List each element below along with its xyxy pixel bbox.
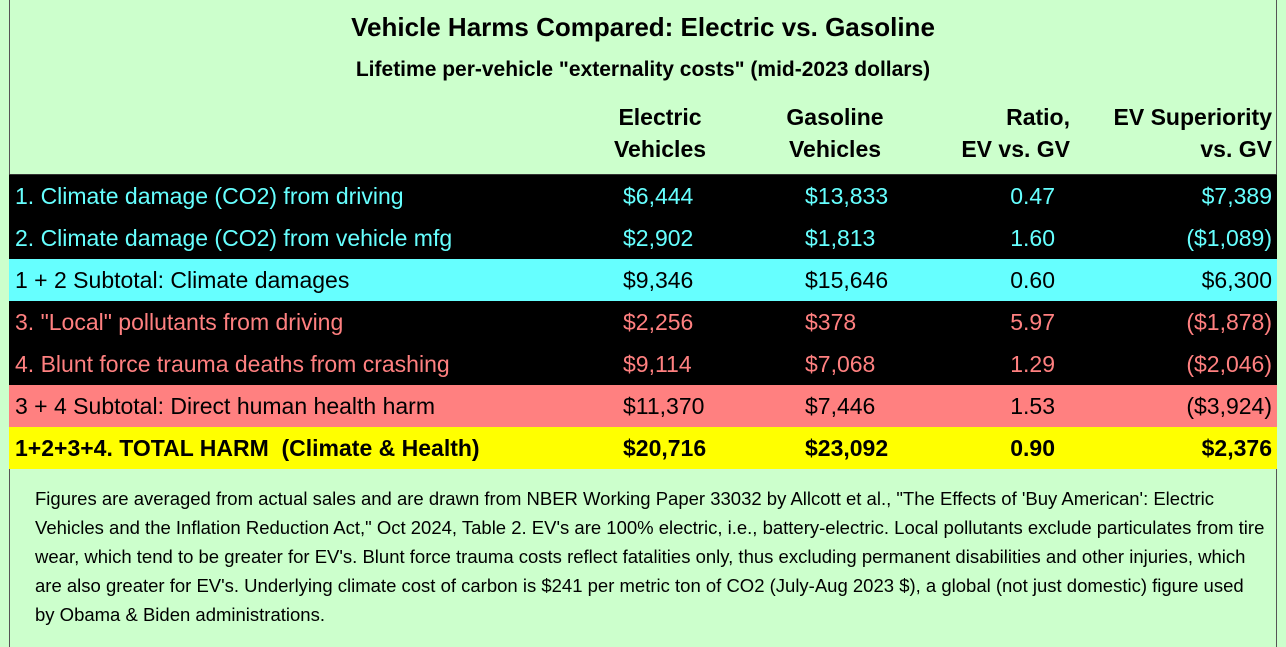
cell-ev: $2,256 (623, 309, 694, 335)
page-subtitle: Lifetime per-vehicle "externality costs"… (355, 58, 931, 81)
row-label: 2. Climate damage (CO2) from vehicle mfg (15, 225, 453, 251)
column-header-ev-line1: Electric (618, 104, 702, 130)
column-header-superiority: EV Superiority vs. GV (1060, 101, 1272, 165)
cell-gv: $1,813 (805, 225, 876, 251)
column-header-ratio: Ratio, EV vs. GV (900, 101, 1070, 165)
column-header-gv-line2: Vehicles (788, 136, 882, 162)
cell-superiority: $7,389 (1201, 183, 1272, 209)
column-header-ev-line2: Vehicles (613, 136, 707, 162)
cell-superiority: $2,376 (1201, 435, 1272, 461)
cell-ratio: 1.29 (1010, 351, 1055, 377)
row-label: 1+2+3+4. TOTAL HARM (Climate & Health) (15, 435, 480, 461)
table-row-local-pollutants: 3. "Local" pollutants from driving $2,25… (9, 301, 1277, 343)
cell-superiority: ($3,924) (1186, 393, 1272, 419)
cell-gv: $7,446 (805, 393, 876, 419)
cell-ev: $6,444 (623, 183, 694, 209)
row-label: 3. "Local" pollutants from driving (15, 309, 344, 335)
row-label: 4. Blunt force trauma deaths from crashi… (15, 351, 450, 377)
column-header-ratio-line2: EV vs. GV (961, 136, 1070, 162)
cell-superiority: ($2,046) (1186, 351, 1272, 377)
cell-ratio: 5.97 (1010, 309, 1055, 335)
cell-ratio: 0.90 (1010, 435, 1055, 461)
cell-gv: $13,833 (805, 183, 889, 209)
column-header-superiority-line2: vs. GV (1200, 136, 1272, 162)
footnote: Figures are averaged from actual sales a… (35, 488, 1265, 625)
row-label: 1 + 2 Subtotal: Climate damages (15, 267, 350, 293)
cell-gv: $378 (805, 309, 857, 335)
row-label: 1. Climate damage (CO2) from driving (15, 183, 404, 209)
cell-gv: $7,068 (805, 351, 876, 377)
table-row-climate-mfg: 2. Climate damage (CO2) from vehicle mfg… (9, 217, 1277, 259)
cell-superiority: ($1,878) (1186, 309, 1272, 335)
column-header-ev: Electric Vehicles (590, 101, 730, 165)
cell-ev: $9,114 (623, 351, 692, 377)
column-header-ratio-line1: Ratio, (1006, 104, 1070, 130)
cell-ev: $2,902 (623, 225, 694, 251)
table-row-crash-deaths: 4. Blunt force trauma deaths from crashi… (9, 343, 1277, 385)
cell-ev: $11,370 (623, 393, 705, 419)
table-row-health-subtotal: 3 + 4 Subtotal: Direct human health harm… (9, 385, 1277, 427)
cell-gv: $15,646 (805, 267, 889, 293)
cell-ratio: 0.47 (1010, 183, 1055, 209)
cell-ratio: 1.60 (1010, 225, 1055, 251)
page-title: Vehicle Harms Compared: Electric vs. Gas… (351, 12, 935, 42)
column-header-superiority-line1: EV Superiority (1113, 104, 1272, 130)
cell-superiority: $6,300 (1201, 267, 1272, 293)
cell-ratio: 0.60 (1010, 267, 1055, 293)
cell-superiority: ($1,089) (1186, 225, 1272, 251)
header-divider (9, 174, 1277, 175)
table-row-climate-subtotal: 1 + 2 Subtotal: Climate damages $9,346 $… (9, 259, 1277, 301)
cell-ev: $9,346 (623, 267, 694, 293)
table-row-total-harm: 1+2+3+4. TOTAL HARM (Climate & Health) $… (9, 427, 1277, 469)
column-header-gv: Gasoline Vehicles (765, 101, 905, 165)
cell-ratio: 1.53 (1010, 393, 1055, 419)
cell-ev: $20,716 (623, 435, 707, 461)
row-label: 3 + 4 Subtotal: Direct human health harm (15, 393, 435, 419)
table-row-climate-driving: 1. Climate damage (CO2) from driving $6,… (9, 175, 1277, 217)
column-header-gv-line1: Gasoline (786, 104, 884, 130)
cell-gv: $23,092 (805, 435, 889, 461)
